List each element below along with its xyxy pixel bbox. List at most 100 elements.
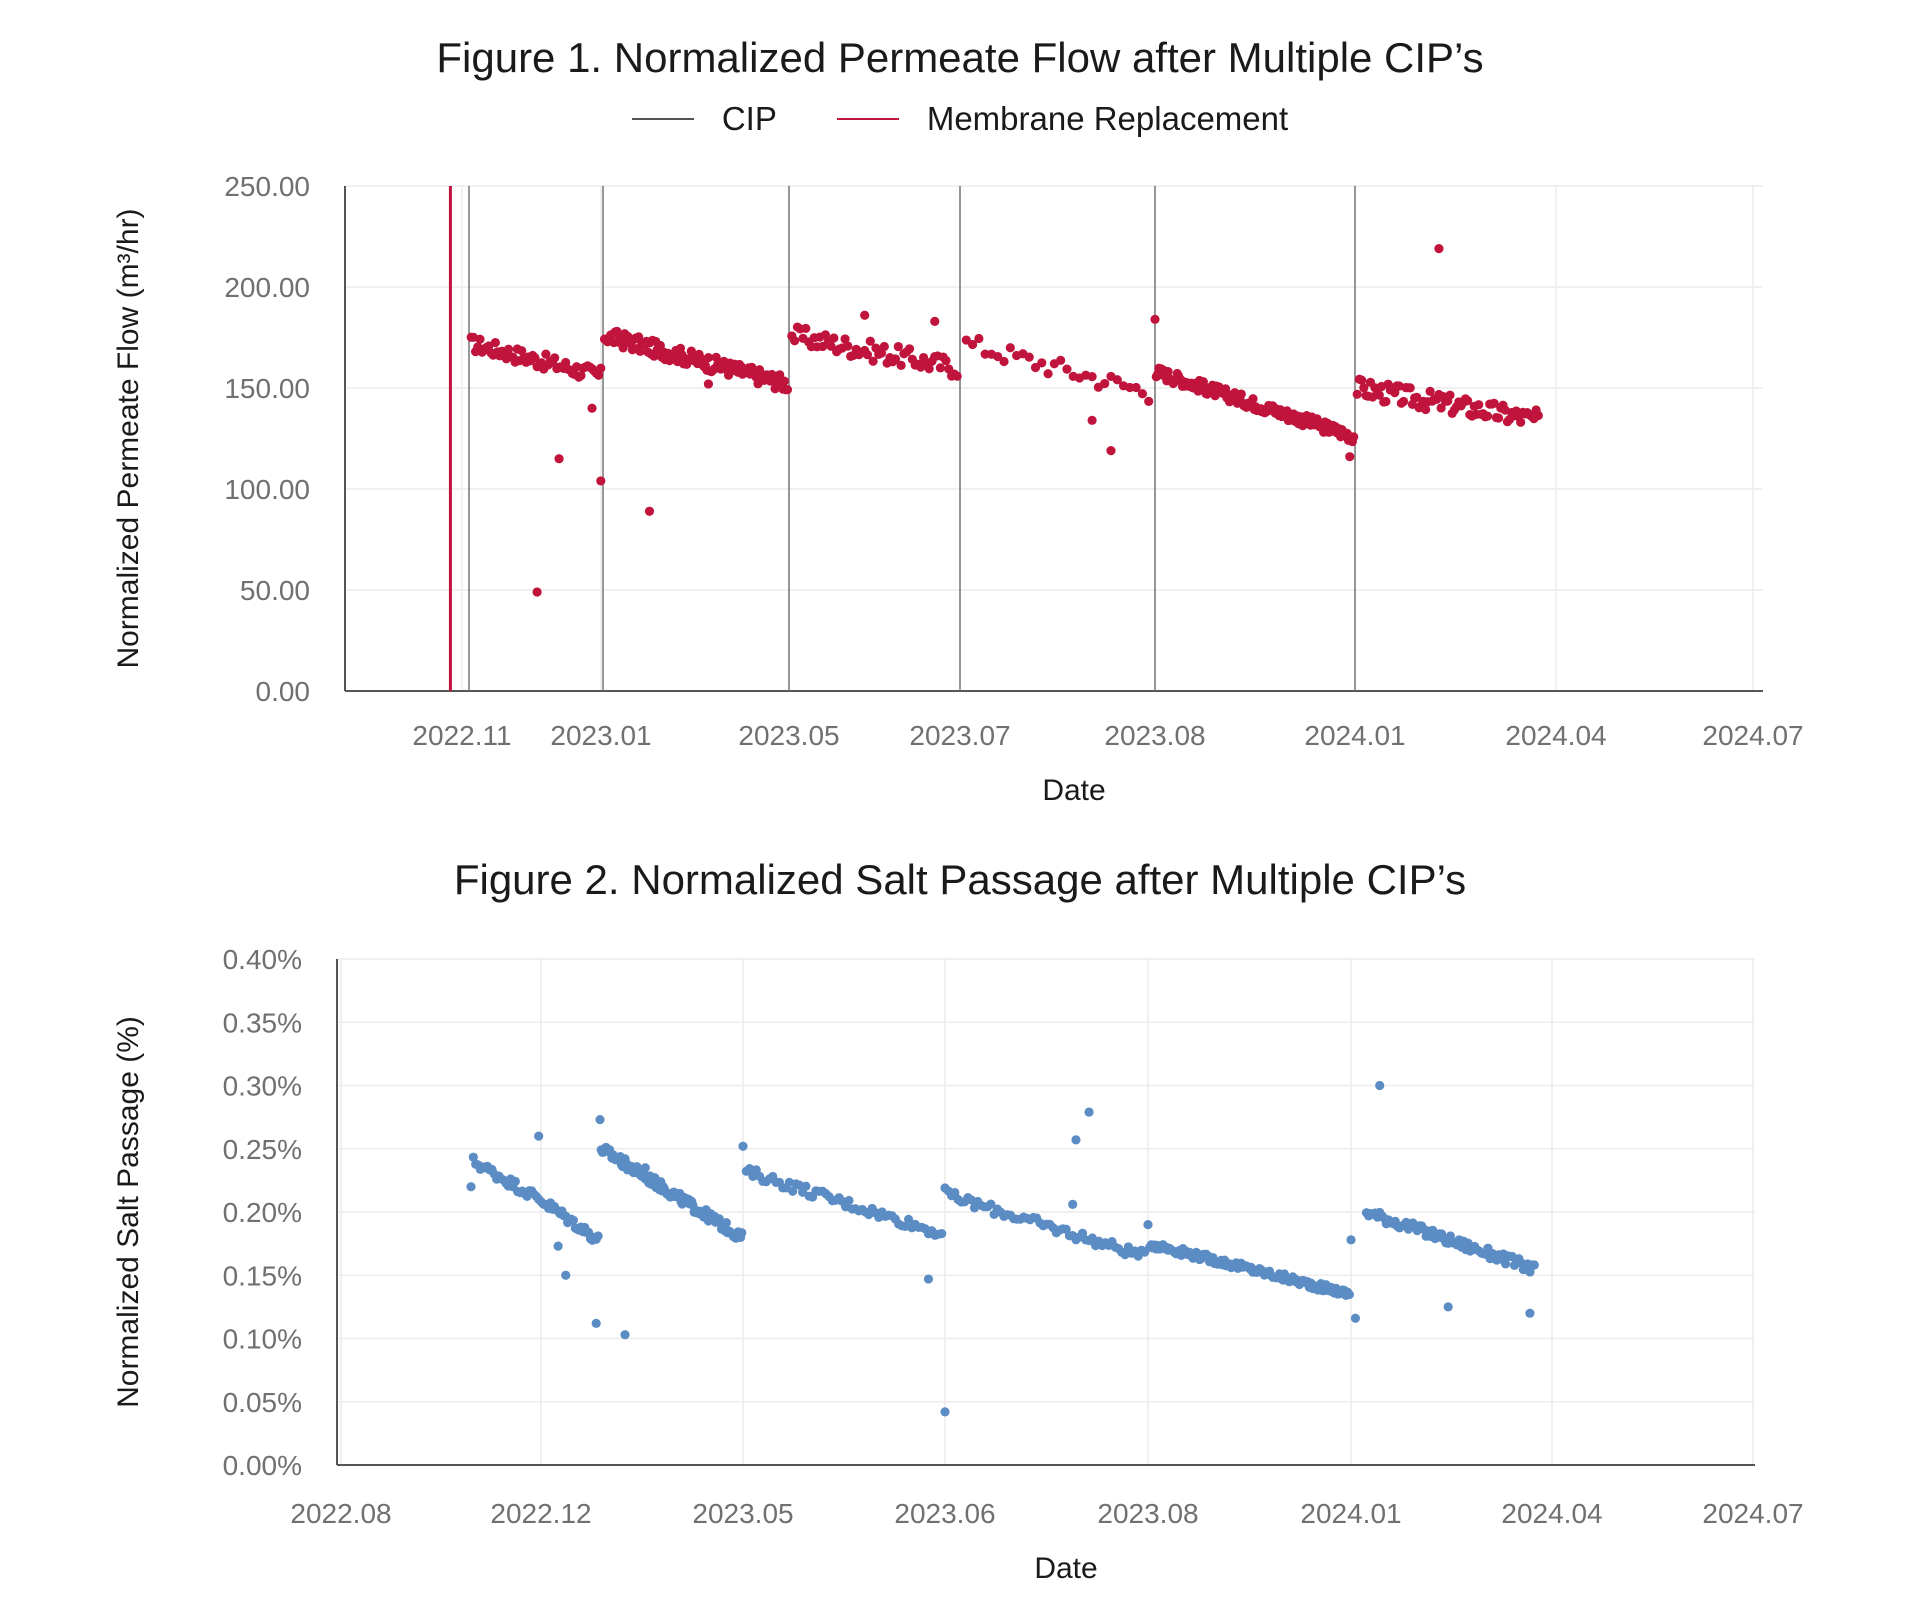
x-tick-label: 2024.04 bbox=[1501, 1498, 1602, 1529]
data-point bbox=[1445, 390, 1455, 400]
data-point-outlier bbox=[940, 1183, 950, 1193]
data-point bbox=[1436, 403, 1446, 413]
data-point bbox=[788, 1186, 798, 1196]
data-point bbox=[703, 353, 714, 363]
data-point bbox=[1037, 358, 1047, 368]
data-point bbox=[510, 1176, 520, 1186]
data-point bbox=[593, 1231, 603, 1241]
x-tick-label: 2024.07 bbox=[1702, 1498, 1803, 1529]
gridlines bbox=[337, 958, 1755, 1465]
data-point-outlier bbox=[640, 1163, 650, 1173]
data-point-outlier bbox=[466, 1182, 476, 1192]
x-tick-label: 2023.08 bbox=[1104, 720, 1205, 751]
data-point bbox=[490, 337, 500, 348]
data-point bbox=[468, 1152, 478, 1162]
data-point bbox=[1137, 389, 1148, 399]
data-point bbox=[475, 334, 485, 344]
x-tick-label: 2023.01 bbox=[550, 720, 651, 751]
data-point bbox=[635, 346, 645, 356]
data-point bbox=[1349, 432, 1359, 442]
data-point-outlier bbox=[596, 476, 606, 486]
data-point bbox=[711, 352, 721, 362]
data-point-outlier bbox=[1071, 1135, 1081, 1145]
data-point bbox=[1381, 396, 1391, 407]
data-point bbox=[1344, 1289, 1354, 1300]
data-point bbox=[612, 326, 622, 336]
data-point bbox=[1056, 355, 1066, 365]
y-tick-label: 0.25% bbox=[223, 1134, 302, 1165]
data-point bbox=[950, 1187, 960, 1198]
data-point bbox=[924, 364, 934, 374]
data-point bbox=[541, 349, 551, 359]
data-point bbox=[937, 1228, 947, 1239]
data-point bbox=[1100, 378, 1110, 389]
legend-label-cip: CIP bbox=[721, 100, 777, 137]
data-point-outlier bbox=[553, 1241, 563, 1251]
x-tick-label: 2022.08 bbox=[290, 1498, 391, 1529]
y-tick-label: 0.00% bbox=[223, 1450, 302, 1481]
data-point bbox=[1210, 391, 1220, 401]
data-point bbox=[843, 341, 853, 351]
data-point bbox=[737, 1228, 747, 1238]
data-point bbox=[1529, 1260, 1539, 1270]
data-points bbox=[466, 244, 1543, 597]
legend-item-cip: CIP bbox=[631, 100, 777, 138]
data-point bbox=[935, 363, 945, 373]
data-point bbox=[1359, 383, 1369, 393]
salt-passage-chart: 0.00% 0.05% 0.10% 0.15% 0.20% 0.25% 0.30% 0.35%… bbox=[112, 944, 1804, 1585]
data-point-outlier bbox=[561, 1270, 571, 1280]
data-point-outlier bbox=[595, 1115, 605, 1125]
data-point bbox=[868, 356, 878, 366]
data-point-outlier bbox=[1143, 1220, 1153, 1230]
data-point bbox=[952, 371, 962, 381]
y-tick-label: 50.00 bbox=[240, 575, 310, 606]
x-tick-label: 2023.07 bbox=[909, 720, 1010, 751]
data-point bbox=[1087, 372, 1097, 382]
data-point bbox=[1412, 392, 1422, 403]
x-tick-label: 2024.01 bbox=[1304, 720, 1405, 751]
data-point bbox=[840, 334, 850, 344]
data-point-outlier bbox=[554, 454, 564, 464]
y-tick-label: 0.35% bbox=[223, 1007, 302, 1038]
data-point bbox=[862, 350, 873, 360]
data-point bbox=[1421, 404, 1431, 415]
permeate-flow-chart: 0.00 50.00 100.00 150.00 200.00 250.00 2022.11… bbox=[112, 171, 1804, 807]
data-point bbox=[865, 336, 875, 346]
y-axis-title: Normalized Permeate Flow (m³/hr) bbox=[112, 208, 145, 668]
data-point bbox=[1489, 398, 1499, 408]
data-point bbox=[1525, 1267, 1535, 1277]
data-point bbox=[1248, 394, 1258, 404]
x-axis-title: Date bbox=[1034, 1552, 1097, 1585]
data-point bbox=[829, 333, 839, 343]
data-point bbox=[893, 341, 903, 352]
data-point bbox=[1043, 369, 1053, 379]
data-point bbox=[596, 363, 606, 373]
gridlines bbox=[345, 185, 1763, 691]
x-tick-label: 2024.07 bbox=[1702, 720, 1803, 751]
y-tick-label: 200.00 bbox=[224, 272, 310, 303]
x-tick-label: 2022.11 bbox=[412, 720, 511, 751]
data-point-outlier bbox=[930, 316, 940, 326]
data-point bbox=[986, 1199, 996, 1209]
data-point-outlier bbox=[644, 506, 655, 516]
legend-swatch-cip bbox=[631, 118, 694, 120]
figure-1-legend: CIP Membrane Replacement bbox=[0, 100, 1920, 138]
data-point bbox=[999, 356, 1009, 367]
data-point bbox=[903, 1214, 914, 1224]
x-tick-label: 2023.06 bbox=[894, 1498, 995, 1529]
data-point bbox=[974, 333, 984, 344]
legend-item-membrane-replacement: Membrane Replacement bbox=[836, 100, 1288, 138]
data-point bbox=[844, 1195, 854, 1206]
figure-1-title: Figure 1. Normalized Permeate Flow after… bbox=[436, 34, 1484, 81]
x-tick-label: 2022.12 bbox=[490, 1498, 591, 1529]
data-point bbox=[1425, 386, 1435, 396]
x-tick-label: 2023.05 bbox=[692, 1498, 793, 1529]
x-tick-label: 2024.04 bbox=[1505, 720, 1606, 751]
data-point-outlier bbox=[1106, 446, 1116, 456]
data-point bbox=[890, 354, 901, 364]
y-tick-label: 0.05% bbox=[223, 1387, 302, 1418]
data-point bbox=[967, 339, 978, 350]
data-point-outlier bbox=[1350, 1313, 1361, 1323]
data-point-outlier bbox=[860, 310, 870, 320]
data-point bbox=[1493, 413, 1504, 423]
